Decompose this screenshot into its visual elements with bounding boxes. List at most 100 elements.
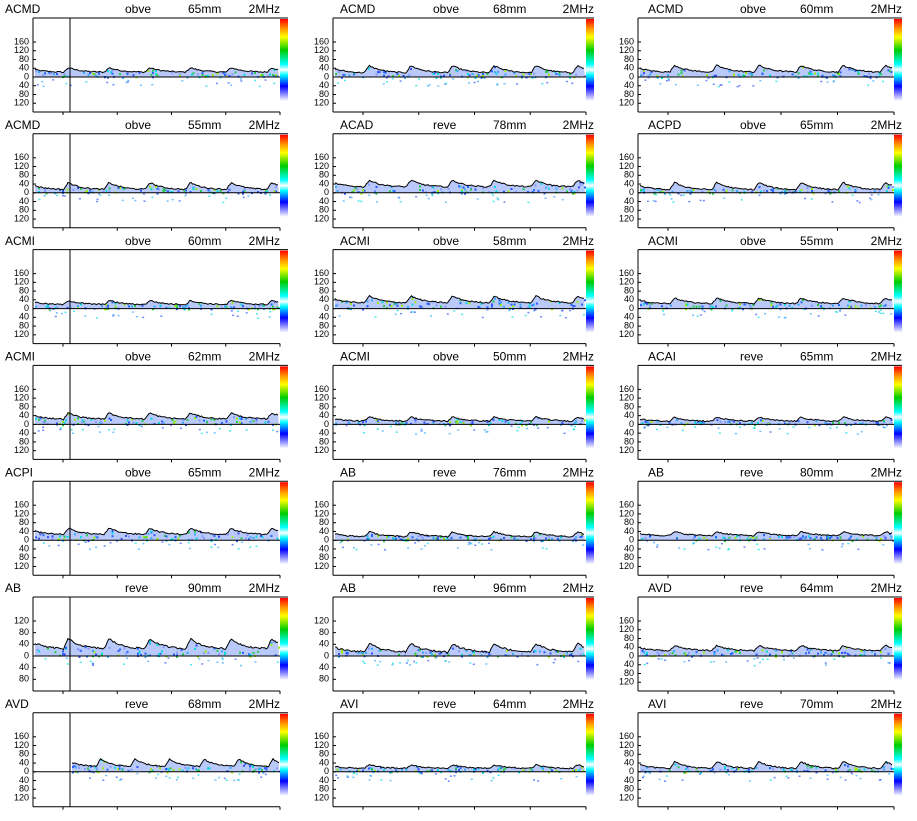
spectrum-pixel <box>755 653 758 656</box>
y-tick-label: 160 <box>14 36 29 46</box>
spectrum-pixel <box>698 421 701 424</box>
spectrum-pixel <box>119 648 121 651</box>
spectrum-pixel <box>174 420 177 423</box>
spectrum-pixel <box>790 536 792 539</box>
y-tick-label: 0 <box>24 187 29 197</box>
reverse-pixel <box>829 427 832 429</box>
y-tick-label: 120 <box>314 508 329 518</box>
spectrum-pixel <box>126 72 129 75</box>
spectrum-pixel <box>650 421 653 424</box>
spectrum-pixel <box>176 651 178 654</box>
reverse-pixel <box>680 194 683 197</box>
spectrum-pixel <box>87 647 90 650</box>
spectrum-pixel <box>375 192 378 195</box>
spectrum-pixel <box>779 308 782 311</box>
spectrum-pixel <box>462 420 465 423</box>
spectrum-pixel <box>249 655 252 658</box>
spectrum-pixel <box>863 653 866 656</box>
spectrum-pixel <box>847 185 849 188</box>
spectrum-pixel <box>686 422 689 425</box>
y-tick-label: 120 <box>619 161 634 171</box>
spectrum-pixel <box>275 190 277 193</box>
spectrum-pixel <box>377 302 379 305</box>
spectrum-pixel <box>149 640 151 643</box>
spectrum-pixel <box>530 768 532 771</box>
spectrum-pixel <box>456 70 459 73</box>
spectrum-pixel <box>643 303 645 306</box>
spectrum-pixel <box>38 191 40 194</box>
spectrum-pixel <box>438 652 441 655</box>
reverse-pixel <box>882 426 885 429</box>
frequency: 2MHz <box>249 2 280 16</box>
reverse-pixel <box>115 776 118 778</box>
reverse-pixel <box>77 543 80 545</box>
spectrum-pixel <box>507 301 510 304</box>
reverse-pixel <box>511 316 514 318</box>
spectrum-pixel <box>805 536 807 539</box>
reverse-pixel <box>446 313 449 315</box>
spectrum-pixel <box>162 646 165 649</box>
spectrum-pixel <box>467 185 469 188</box>
spectrum-pixel <box>186 418 189 421</box>
spectrum-pixel <box>395 769 397 772</box>
spectrum-pixel <box>528 73 531 76</box>
spectrum-pixel <box>467 536 469 539</box>
y-tick-label: 120 <box>314 161 329 171</box>
spectrum-pixel <box>179 74 181 77</box>
spectrum-pixel <box>802 299 804 302</box>
y-tick-label: 40 <box>624 63 634 73</box>
spectrum-pixel <box>641 73 644 76</box>
reverse-pixel <box>642 775 645 778</box>
spectrum-pixel <box>497 768 499 771</box>
spectrum-pixel <box>242 305 244 308</box>
spectrum-pixel <box>581 420 583 423</box>
spectrum-pixel <box>98 192 100 195</box>
spectrum-pixel <box>713 74 716 77</box>
spectrum-pixel <box>242 651 244 654</box>
spectrum-pixel <box>815 771 818 774</box>
reverse-pixel <box>396 309 399 312</box>
spectrum-pixel <box>264 767 266 770</box>
depth: 58mm <box>493 234 526 248</box>
spectrum-pixel <box>249 653 252 656</box>
y-tick-label: 80 <box>624 749 634 759</box>
spectrum-pixel <box>531 76 534 79</box>
spectrum-pixel <box>452 647 454 650</box>
spectrum-pixel <box>417 649 420 652</box>
spectrum-pixel <box>171 538 174 541</box>
y-tick-label: 120 <box>14 393 29 403</box>
spectrum-pixel <box>694 535 696 538</box>
spectrum-pixel <box>246 534 249 537</box>
spectrum-pixel <box>371 533 373 536</box>
y-tick-label: 160 <box>314 384 329 394</box>
spectrum-pixel <box>392 189 394 192</box>
y-tick-label: 80 <box>19 627 29 637</box>
reverse-pixel <box>740 199 743 201</box>
spectrum-pixel <box>146 538 148 541</box>
spectrum-pixel <box>513 72 516 75</box>
spectrum-pixel <box>784 192 786 195</box>
spectrum-pixel <box>800 301 803 304</box>
spectrum-pixel <box>261 74 264 77</box>
y-tick-label: 120 <box>314 277 329 287</box>
y-tick-label: 40 <box>319 63 329 73</box>
spectrum-pixel <box>151 770 154 773</box>
spectrum-pixel <box>347 652 349 655</box>
spectrum-fill <box>640 64 893 77</box>
spectrum-pixel <box>710 769 713 772</box>
spectrum-pixel <box>62 653 64 656</box>
spectrum-pixel <box>134 305 136 308</box>
y-tick-label: 120 <box>619 508 634 518</box>
spectrum-pixel <box>790 768 792 771</box>
spectrum-pixel <box>42 74 45 77</box>
reverse-pixel <box>126 81 129 83</box>
spectrum-pixel <box>494 66 496 69</box>
direction: obve <box>740 118 766 132</box>
spectrum-pixel <box>533 72 535 75</box>
reverse-pixel <box>276 661 279 663</box>
spectrum-pixel <box>137 652 139 655</box>
reverse-pixel <box>646 662 649 665</box>
spectrum-pixel <box>39 533 42 536</box>
y-tick-label: 0 <box>324 766 329 776</box>
depth: 65mm <box>800 118 833 132</box>
